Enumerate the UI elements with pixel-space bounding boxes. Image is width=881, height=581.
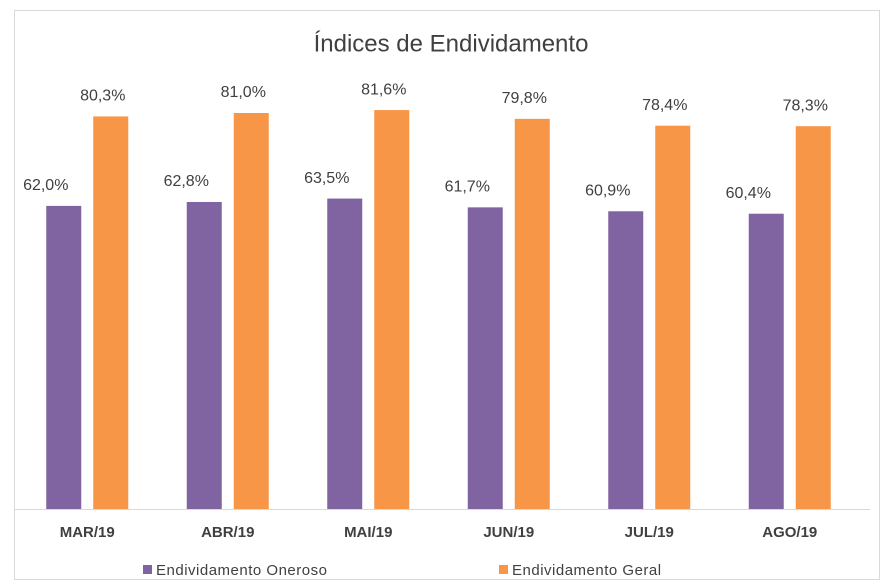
- x-tick-label: MAI/19: [344, 524, 392, 541]
- bar: [186, 201, 222, 509]
- bar: [233, 113, 269, 509]
- legend-label: Endividamento Oneroso: [156, 562, 327, 579]
- data-label: 78,4%: [642, 97, 687, 114]
- x-tick-label: MAR/19: [60, 524, 115, 541]
- data-label: 61,7%: [445, 179, 490, 196]
- bar: [93, 116, 129, 509]
- legend-label: Endividamento Geral: [512, 562, 662, 579]
- bar: [374, 110, 410, 510]
- chart-border: [14, 10, 880, 580]
- bar: [467, 207, 503, 509]
- x-tick-label: JUN/19: [483, 524, 534, 541]
- bar: [795, 126, 831, 509]
- data-label: 81,6%: [361, 81, 406, 98]
- x-tick-label: ABR/19: [201, 524, 254, 541]
- bar: [655, 125, 691, 509]
- data-label: 63,5%: [304, 170, 349, 187]
- data-label: 60,9%: [585, 182, 630, 199]
- data-label: 62,8%: [164, 173, 209, 190]
- data-label: 60,4%: [726, 185, 771, 202]
- x-tick-label: AGO/19: [762, 524, 817, 541]
- bar: [608, 211, 644, 509]
- data-label: 62,0%: [23, 177, 68, 194]
- data-label: 81,0%: [221, 84, 266, 101]
- chart-title: Índices de Endividamento: [314, 30, 589, 57]
- bar: [748, 213, 784, 509]
- data-label: 79,8%: [502, 90, 547, 107]
- data-label: 80,3%: [80, 88, 125, 105]
- x-tick-label: JUL/19: [625, 524, 674, 541]
- bar: [46, 205, 82, 509]
- bar: [327, 198, 363, 510]
- legend-swatch: [143, 565, 152, 574]
- bar: [514, 118, 550, 509]
- legend-swatch: [499, 565, 508, 574]
- data-label: 78,3%: [783, 97, 828, 114]
